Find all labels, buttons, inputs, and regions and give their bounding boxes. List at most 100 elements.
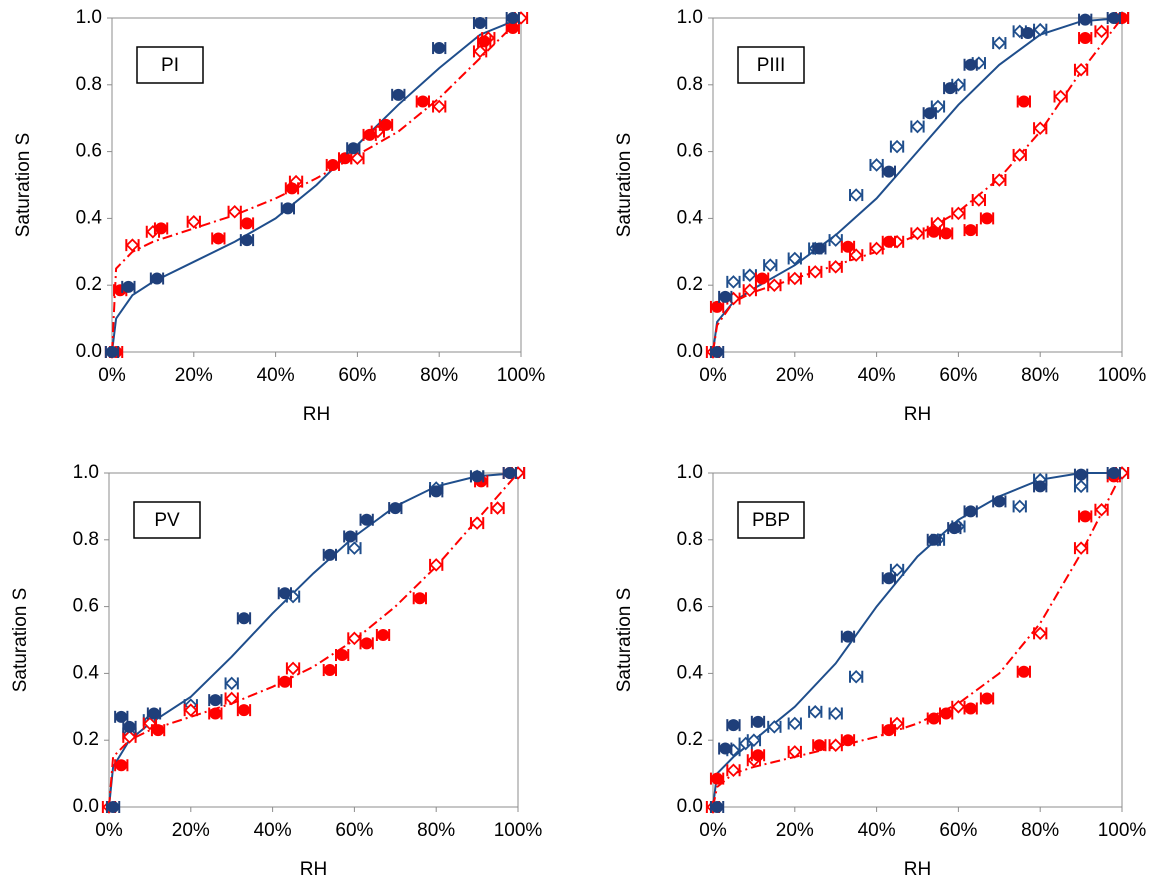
x-tick-label: 80% bbox=[1021, 365, 1059, 386]
data-point bbox=[490, 501, 505, 515]
x-axis-label: RH bbox=[904, 859, 931, 880]
panel: 0.0 0.2 0.4 0.6 0.8 1.0 0% 20% 40% 60% 80% 100% RH Sa… bbox=[614, 7, 1146, 425]
data-point bbox=[416, 95, 429, 108]
data-point bbox=[187, 214, 201, 229]
data-point bbox=[849, 188, 863, 202]
data-point bbox=[981, 692, 994, 705]
data-point bbox=[473, 44, 487, 59]
data-point bbox=[380, 118, 393, 131]
data-point bbox=[1074, 62, 1088, 77]
data-point bbox=[711, 300, 724, 313]
data-point bbox=[184, 703, 198, 717]
data-point bbox=[788, 271, 802, 286]
data-point bbox=[107, 801, 120, 813]
data-point bbox=[808, 265, 823, 279]
data-point bbox=[123, 720, 136, 733]
data-point bbox=[747, 733, 761, 747]
y-tick-label: 1.0 bbox=[677, 462, 703, 483]
data-point bbox=[788, 251, 802, 266]
panel-title: PV bbox=[154, 510, 180, 531]
data-point bbox=[756, 272, 769, 285]
data-point bbox=[413, 592, 426, 605]
data-point bbox=[506, 22, 519, 35]
data-point bbox=[115, 759, 128, 772]
data-point bbox=[285, 182, 298, 195]
data-point bbox=[841, 630, 854, 643]
data-point bbox=[964, 505, 977, 518]
data-point bbox=[152, 724, 165, 737]
data-point bbox=[474, 17, 487, 30]
data-point bbox=[964, 58, 977, 71]
y-tick-label: 0.2 bbox=[73, 729, 99, 750]
panel-title: PI bbox=[161, 55, 179, 76]
data-point bbox=[122, 280, 135, 293]
plot-frame bbox=[108, 472, 519, 808]
data-point bbox=[910, 119, 925, 134]
x-tick-label: 40% bbox=[858, 365, 896, 386]
x-tick-label: 20% bbox=[175, 365, 213, 386]
x-tick-label: 80% bbox=[1021, 820, 1059, 841]
data-point bbox=[433, 42, 446, 55]
x-axis-label: RH bbox=[300, 859, 327, 880]
data-point bbox=[326, 158, 339, 171]
data-point bbox=[147, 707, 160, 720]
data-point bbox=[711, 772, 724, 785]
x-tick-label: 100% bbox=[494, 820, 543, 841]
data-point bbox=[471, 470, 484, 483]
data-point bbox=[788, 716, 802, 731]
data-point bbox=[869, 158, 884, 172]
data-point bbox=[323, 664, 336, 677]
data-point bbox=[923, 107, 936, 120]
data-point bbox=[363, 128, 376, 141]
data-point bbox=[432, 99, 446, 114]
data-point bbox=[927, 533, 940, 546]
data-point bbox=[719, 742, 732, 755]
data-point bbox=[430, 485, 443, 498]
data-point bbox=[951, 700, 966, 714]
y-tick-label: 0.4 bbox=[677, 207, 704, 228]
data-point bbox=[767, 720, 782, 734]
data-point bbox=[209, 694, 222, 707]
data-point bbox=[964, 224, 977, 237]
data-point bbox=[890, 139, 904, 154]
data-point bbox=[360, 637, 373, 650]
data-point bbox=[240, 234, 253, 247]
x-tick-label: 100% bbox=[1098, 820, 1147, 841]
y-tick-label: 0.8 bbox=[76, 74, 102, 95]
data-point bbox=[951, 206, 966, 221]
x-tick-label: 20% bbox=[776, 365, 814, 386]
data-point bbox=[344, 530, 357, 543]
x-axis-label: RH bbox=[303, 404, 330, 425]
x-tick-label: 60% bbox=[338, 365, 376, 386]
y-tick-label: 0.6 bbox=[677, 596, 703, 617]
data-point bbox=[743, 268, 757, 282]
x-tick-label: 20% bbox=[172, 820, 210, 841]
data-point bbox=[1094, 502, 1109, 517]
y-tick-label: 0.8 bbox=[677, 74, 703, 95]
x-tick-label: 0% bbox=[95, 820, 123, 841]
plot-frame bbox=[712, 17, 1123, 353]
y-tick-label: 0.2 bbox=[76, 274, 102, 295]
data-point bbox=[1074, 479, 1088, 494]
data-point bbox=[828, 260, 843, 274]
x-tick-label: 100% bbox=[497, 365, 546, 386]
data-point bbox=[1079, 510, 1092, 523]
x-tick-label: 80% bbox=[417, 820, 455, 841]
data-point bbox=[122, 730, 137, 744]
panel-title: PBP bbox=[752, 510, 790, 531]
data-point bbox=[1075, 468, 1088, 481]
data-point bbox=[278, 675, 291, 688]
data-point bbox=[948, 522, 961, 535]
data-point bbox=[478, 35, 491, 48]
data-point bbox=[125, 238, 140, 252]
x-axis-label: RH bbox=[904, 404, 931, 425]
y-axis-label: Saturation S bbox=[614, 588, 635, 693]
data-point bbox=[1033, 626, 1047, 641]
data-point bbox=[286, 661, 300, 676]
y-tick-label: 0.8 bbox=[677, 529, 703, 550]
x-tick-label: 0% bbox=[699, 820, 727, 841]
data-point bbox=[727, 719, 740, 732]
data-point bbox=[882, 572, 895, 585]
data-point bbox=[278, 587, 291, 600]
